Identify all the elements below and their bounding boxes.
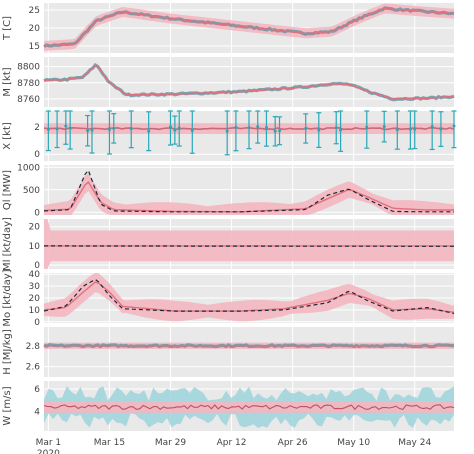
- y-axis-label: W [m/s]: [2, 386, 13, 425]
- panel-5: 0 10 20 Ml [kt/day]: [2, 217, 454, 271]
- y-tick-label: 0: [34, 318, 40, 328]
- error-bar: [128, 110, 134, 149]
- y-tick-label: 8800: [17, 63, 40, 73]
- x-tick-label: Apr 26: [278, 438, 308, 448]
- error-bar: [316, 112, 322, 149]
- y-axis-label: T [C]: [2, 16, 13, 41]
- y-axis-label: Ml [kt/day]: [2, 217, 13, 271]
- error-bar: [412, 110, 418, 150]
- y-tick-label: 500: [23, 186, 40, 196]
- error-bar: [111, 113, 117, 144]
- error-bar: [224, 110, 230, 156]
- y-tick-label: 6: [34, 385, 40, 395]
- x-tick-label: Mar 1: [36, 438, 62, 448]
- error-bar: [303, 113, 309, 144]
- y-tick-label: 1000: [17, 163, 40, 173]
- error-bar: [106, 110, 112, 155]
- truth-line: [43, 344, 454, 347]
- y-tick-label: 0: [34, 261, 40, 271]
- estimate-dashed-line: [43, 278, 455, 315]
- y-tick-label: 40: [29, 270, 41, 280]
- estimate-dashed-line: [43, 169, 454, 213]
- y-tick-label: 0: [34, 208, 40, 218]
- error-bar: [246, 110, 252, 150]
- error-bar: [54, 110, 60, 149]
- y-tick-label: 10: [29, 242, 41, 252]
- panel-7: 2.6 2.8 H [MJ/kg]: [2, 327, 455, 377]
- error-bar: [167, 110, 173, 146]
- error-bar: [176, 110, 182, 147]
- error-bar: [394, 110, 400, 150]
- panel-3: 0 2 X [kt]: [2, 110, 457, 161]
- y-tick-label: 25: [29, 6, 40, 16]
- y-tick-label: 30: [29, 282, 41, 292]
- error-bar: [89, 110, 95, 154]
- y-tick-label: 2.6: [26, 363, 41, 373]
- truth-line: [43, 64, 454, 100]
- y-tick-label: 20: [29, 223, 41, 233]
- x-tick-label: Mar 15: [94, 438, 125, 448]
- error-bar: [63, 110, 69, 145]
- y-axis-label: Ql [MW]: [2, 170, 13, 210]
- confidence-band: [44, 173, 454, 215]
- error-bar: [451, 110, 457, 149]
- error-bar: [381, 110, 387, 143]
- error-bar: [85, 114, 91, 147]
- y-axis-label: H [MJ/kg]: [2, 329, 13, 375]
- x-year-label: 2020: [37, 449, 60, 454]
- error-bar: [338, 110, 344, 152]
- y-axis-label: Mo [kt/day]: [2, 269, 13, 326]
- error-bar: [255, 110, 261, 144]
- truth-line: [43, 7, 455, 47]
- y-tick-label: 4: [34, 408, 40, 418]
- error-bar: [233, 110, 239, 152]
- panel-1: 15 20 25 T [C]: [2, 3, 455, 53]
- x-tick-label: Apr 12: [217, 438, 247, 448]
- error-bar: [146, 111, 152, 152]
- panel-6: 0 10 20 30 40 Mo [kt/day]: [2, 269, 455, 328]
- y-tick-label: 20: [29, 24, 41, 34]
- y-axis-label: M [kt]: [2, 67, 13, 96]
- truth-line: [43, 404, 455, 411]
- error-bar: [333, 111, 339, 145]
- panel-2: 8760 8780 8800 M [kt]: [2, 57, 455, 107]
- x-tick-label: May 10: [337, 438, 370, 448]
- error-bar: [172, 115, 178, 145]
- y-tick-label: 10: [29, 306, 41, 316]
- y-tick-label: 8760: [17, 95, 40, 105]
- error-bar: [438, 111, 444, 147]
- truth-line: [43, 281, 455, 313]
- confidence-band: [44, 219, 454, 269]
- y-tick-label: 2.8: [26, 342, 41, 352]
- y-tick-label: 2: [34, 123, 40, 133]
- error-bar: [45, 110, 51, 152]
- error-bar: [364, 110, 370, 149]
- error-bar: [277, 116, 283, 146]
- error-bar: [407, 110, 413, 150]
- y-tick-label: 20: [29, 294, 41, 304]
- error-bar: [272, 116, 278, 147]
- y-axis-label: X [kt]: [2, 122, 13, 150]
- error-bar: [189, 110, 195, 154]
- panel-8: 4 6 W [m/s]: [2, 381, 455, 431]
- panel-background: [44, 327, 454, 377]
- error-bar: [67, 110, 73, 150]
- x-tick-label: Mar 29: [155, 438, 187, 448]
- error-bar: [263, 110, 269, 147]
- y-tick-label: 15: [29, 42, 40, 52]
- x-tick-label: May 24: [398, 438, 431, 448]
- panel-4: 0 500 1000 Ql [MW]: [2, 163, 454, 218]
- y-tick-label: 8780: [17, 79, 40, 89]
- y-tick-label: 0: [34, 150, 40, 160]
- error-bar: [429, 110, 435, 151]
